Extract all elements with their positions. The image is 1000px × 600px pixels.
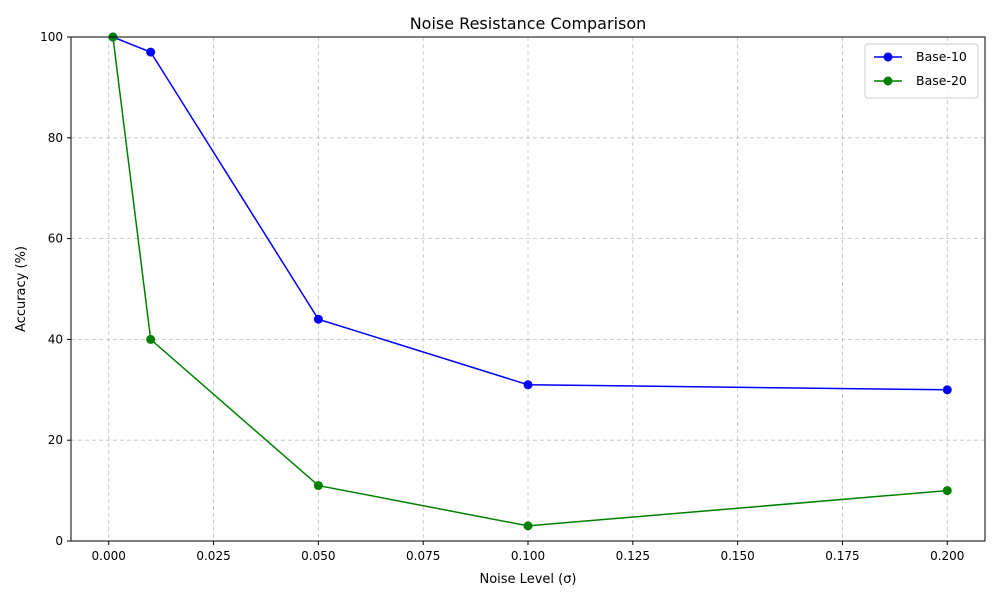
legend-label-base-10: Base-10 [916, 49, 967, 64]
y-tick-label: 40 [48, 332, 63, 346]
legend-label-base-20: Base-20 [916, 73, 967, 88]
x-tick-label: 0.150 [720, 549, 754, 563]
data-point-base-10 [146, 47, 156, 57]
data-point-base-10 [523, 380, 533, 390]
x-tick-label: 0.100 [511, 549, 545, 563]
legend-marker-base-10 [883, 52, 893, 62]
x-tick-label: 0.000 [92, 549, 126, 563]
y-axis-label: Accuracy (%) [14, 246, 29, 332]
y-tick-label: 0 [55, 534, 63, 548]
data-point-base-20 [523, 521, 533, 531]
data-point-base-20 [313, 481, 323, 491]
legend-marker-base-20 [883, 76, 893, 86]
data-point-base-20 [146, 334, 156, 344]
data-point-base-20 [942, 486, 952, 496]
axis-ticks: 0.000 0.025 0.050 0.075 0.100 0.125 0.150 0.175… [40, 30, 964, 563]
data-point-base-10 [942, 385, 952, 395]
chart-title: Noise Resistance Comparison [410, 14, 647, 33]
series-line-base-20 [112, 36, 948, 527]
legend: Base-10 Base-20 [864, 43, 979, 99]
x-axis-label: Noise Level (σ) [479, 572, 576, 587]
x-tick-label: 0.125 [616, 549, 650, 563]
y-tick-label: 80 [48, 131, 63, 145]
x-tick-label: 0.050 [301, 549, 335, 563]
y-tick-label: 60 [48, 232, 63, 246]
series-line-base-10 [112, 36, 948, 391]
x-tick-label: 0.200 [930, 549, 964, 563]
y-tick-label: 100 [40, 30, 63, 44]
series-layer [108, 32, 952, 531]
data-point-base-10 [313, 314, 323, 324]
x-tick-label: 0.075 [406, 549, 440, 563]
x-tick-label: 0.175 [825, 549, 859, 563]
y-tick-label: 20 [48, 433, 63, 447]
grid [71, 36, 985, 542]
x-tick-label: 0.025 [196, 549, 230, 563]
